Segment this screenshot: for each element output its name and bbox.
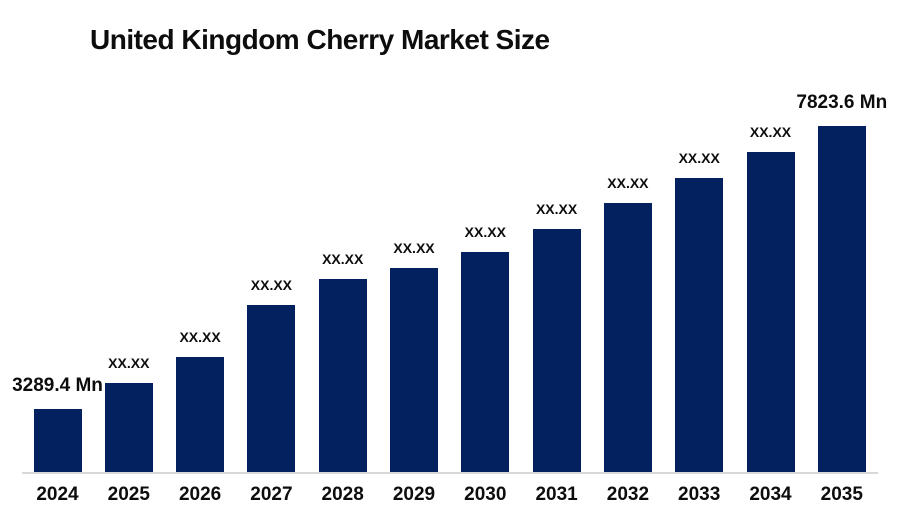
bar-2024 [33, 409, 82, 472]
bar-value-label-2027: XX.XX [250, 276, 293, 293]
x-axis-label-2027: 2027 [250, 484, 293, 505]
bar-2030 [461, 252, 510, 472]
bar-2027 [247, 305, 296, 472]
bar-value-label-2024: 3289.4 Mn [12, 375, 103, 397]
bar-value-label-2033: XX.XX [678, 149, 720, 166]
bar-value-label-2026: XX.XX [179, 328, 221, 345]
bar-value-label-2030: XX.XX [464, 223, 506, 240]
x-axis-label-2028: 2028 [321, 484, 364, 505]
bar-value-label-2034: XX.XX [749, 123, 792, 140]
x-axis-label-2034: 2034 [749, 484, 792, 505]
bar-value-label-2029: XX.XX [393, 239, 435, 256]
x-axis-label-2026: 2026 [178, 484, 222, 505]
x-axis-label-2030: 2030 [464, 484, 507, 505]
bar-2035 [817, 126, 866, 472]
bar-2034 [746, 152, 795, 472]
x-axis-label-2024: 2024 [36, 484, 79, 505]
bar-value-label-2035: 7823.6 Mn [796, 92, 888, 114]
bar-2025 [104, 383, 153, 472]
x-axis-label-2035: 2035 [820, 484, 863, 505]
x-axis-label-2029: 2029 [392, 484, 436, 505]
bar-2033 [675, 178, 724, 472]
x-axis-label-2032: 2032 [606, 484, 650, 505]
x-axis-label-2033: 2033 [678, 484, 721, 505]
chart-title: United Kingdom Cherry Market Size [90, 24, 550, 55]
bar-value-label-2025: XX.XX [108, 354, 150, 371]
bar-2026 [176, 357, 225, 472]
bar-2028 [318, 279, 367, 472]
bar-2032 [603, 203, 652, 472]
bar-value-label-2028: XX.XX [322, 250, 364, 267]
x-axis-label-2031: 2031 [535, 484, 578, 505]
bar-2031 [532, 229, 581, 472]
bar-value-label-2032: XX.XX [607, 174, 649, 191]
x-axis-line [22, 472, 878, 474]
bar-2029 [390, 268, 438, 472]
bar-value-label-2031: XX.XX [535, 200, 578, 217]
x-axis-label-2025: 2025 [107, 484, 150, 505]
